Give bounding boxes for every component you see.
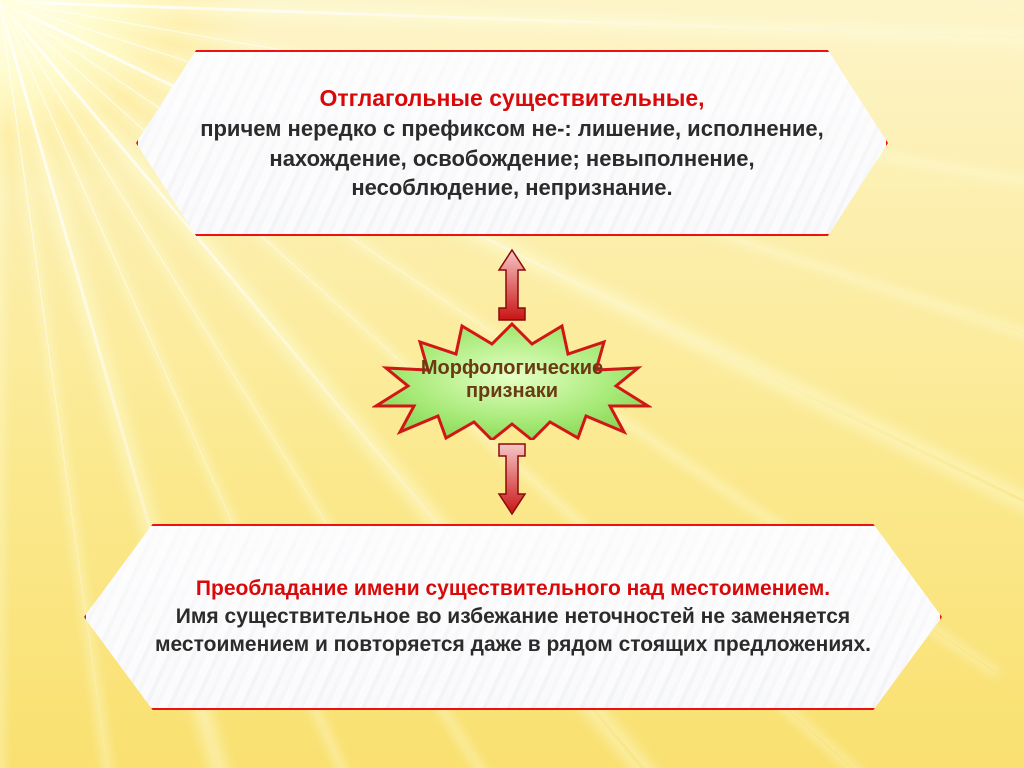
- arrow-up: [497, 248, 527, 322]
- slide-stage: Отглагольные существительные, причем нер…: [0, 0, 1024, 768]
- top-hex-box: Отглагольные существительные, причем нер…: [136, 50, 888, 236]
- center-starburst: Морфологические признаки: [372, 320, 652, 440]
- center-label: Морфологические признаки: [372, 320, 652, 440]
- bottom-hex-box: Преобладание имени существительного над …: [84, 524, 942, 710]
- bottom-box-body: Имя существительное во избежание неточно…: [155, 605, 871, 656]
- top-box-title: Отглагольные существительные,: [319, 85, 704, 111]
- bottom-box-title: Преобладание имени существительного над …: [196, 577, 830, 600]
- top-box-body: причем нередко с префиксом не-: лишение,…: [200, 116, 824, 200]
- arrow-down: [497, 442, 527, 516]
